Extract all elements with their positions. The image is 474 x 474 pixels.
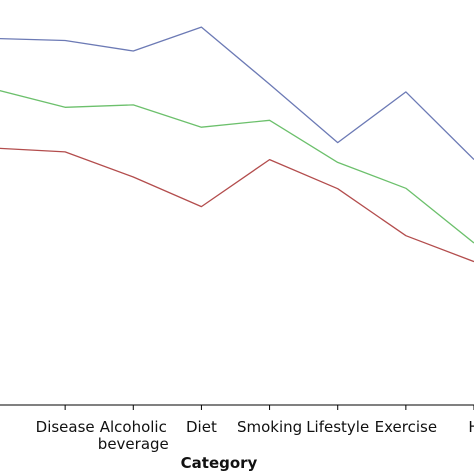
plot-area [0, 26, 474, 263]
x-axis-ticks: Disease Alcoholic beverage Diet Smoking Lifes… [36, 405, 474, 453]
x-tick-label: Exercise [375, 418, 437, 436]
x-tick-label: H [468, 418, 474, 436]
series-line-3 [0, 147, 474, 263]
series-line-1 [0, 26, 474, 161]
x-axis-title: Category [181, 454, 258, 472]
x-tick-label: Lifestyle [306, 418, 369, 436]
x-tick-label: Diet [186, 418, 217, 436]
x-tick-label: Alcoholic beverage [98, 418, 169, 453]
series-line-2 [0, 89, 474, 244]
x-tick-label: Disease [36, 418, 95, 436]
x-tick-label: Smoking [237, 418, 302, 436]
